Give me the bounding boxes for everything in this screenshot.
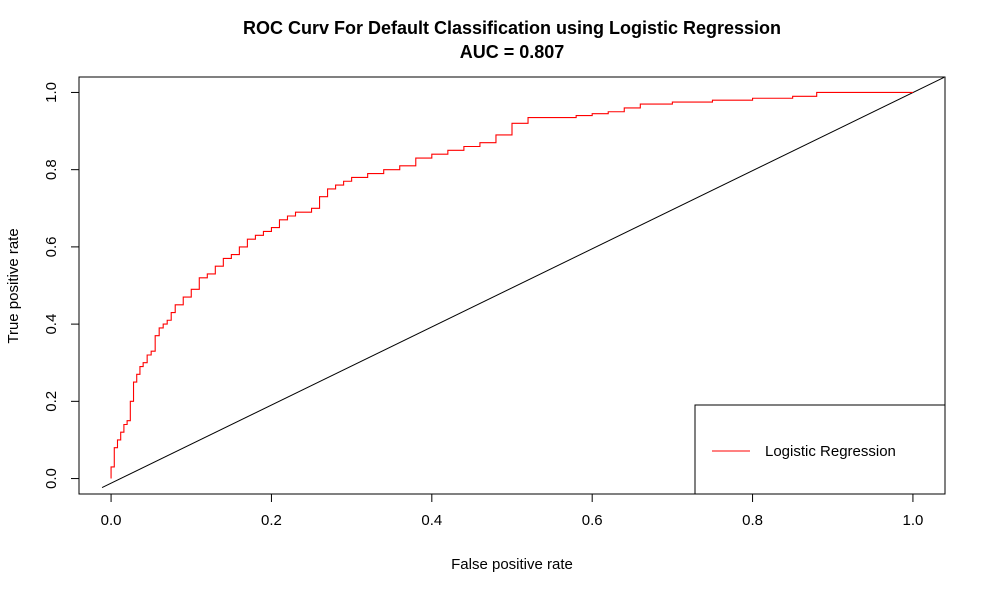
plot-area bbox=[101, 76, 945, 489]
y-tick-label: 0.6 bbox=[43, 236, 60, 257]
y-tick-label: 0.0 bbox=[43, 468, 60, 489]
legend: Logistic Regression bbox=[694, 404, 946, 495]
chart-title: ROC Curv For Default Classification usin… bbox=[243, 18, 781, 38]
x-tick-label: 1.0 bbox=[902, 512, 923, 529]
x-tick-label: 0.8 bbox=[742, 512, 763, 529]
x-tick-label: 0.6 bbox=[582, 512, 603, 529]
y-tick-label: 0.8 bbox=[43, 159, 60, 180]
y-tick-label: 0.4 bbox=[43, 314, 60, 335]
reference-diagonal-line bbox=[101, 76, 945, 489]
y-tick-label: 1.0 bbox=[43, 82, 60, 103]
x-axis-label: False positive rate bbox=[451, 556, 573, 573]
x-axis: 0.0 0.2 0.4 0.6 0.8 1.0 bbox=[101, 493, 923, 529]
x-tick-label: 0.4 bbox=[421, 512, 442, 529]
y-axis: 0.0 0.2 0.4 0.6 0.8 1.0 bbox=[43, 82, 80, 489]
legend-box bbox=[694, 404, 946, 495]
y-axis-label: True positive rate bbox=[5, 228, 22, 343]
roc-curve-series-0 bbox=[110, 91, 913, 479]
y-tick-label: 0.2 bbox=[43, 391, 60, 412]
x-tick-label: 0.0 bbox=[101, 512, 122, 529]
chart-subtitle: AUC = 0.807 bbox=[460, 42, 565, 62]
legend-label: Logistic Regression bbox=[765, 443, 896, 460]
x-tick-label: 0.2 bbox=[261, 512, 282, 529]
